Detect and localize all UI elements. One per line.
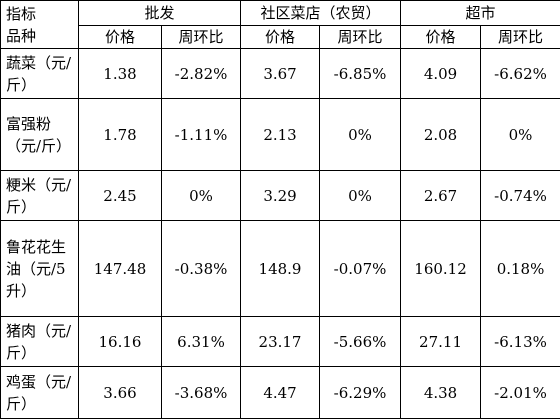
table-cell: 1.38 <box>78 48 162 99</box>
table-row-flour: 富强粉（元/斤） 1.78 -1.11% 2.13 0% 2.08 0% <box>0 98 560 171</box>
table-row-pork: 猪肉（元/斤） 16.16 6.31% 23.17 -5.66% 27.11 -… <box>0 316 560 367</box>
table-cell: -6.13% <box>480 316 560 367</box>
group-header-wholesale: 批发 <box>77 0 242 26</box>
table-cell: 16.16 <box>78 316 162 367</box>
table-cell: -2.01% <box>480 366 560 419</box>
column-header-price: 价格 <box>78 25 162 49</box>
column-header-change: 周环比 <box>160 25 242 49</box>
table-cell: 2.67 <box>400 170 482 221</box>
table-row-rice: 粳米（元/斤） 2.45 0% 3.29 0% 2.67 -0.74% <box>0 170 560 221</box>
table-cell: 148.9 <box>240 220 321 317</box>
header-row-groups: 指标 品种 批发 社区菜店（农贸） 超市 <box>0 0 560 49</box>
table-cell: 0% <box>319 170 402 221</box>
table-cell: 160.12 <box>400 220 482 317</box>
table-cell: -3.68% <box>160 366 242 419</box>
corner-line-indicator: 指标 <box>6 4 37 23</box>
row-label: 蔬菜（元/斤） <box>0 48 79 99</box>
table-cell: 0% <box>160 170 242 221</box>
table-cell: 3.67 <box>240 48 321 99</box>
header-row-columns: 价格 周环比 价格 周环比 价格 周环比 <box>1 25 560 49</box>
table-cell: 3.29 <box>240 170 321 221</box>
table-cell: -2.82% <box>160 48 242 99</box>
table-cell: -0.07% <box>319 220 402 317</box>
table-row-vegetables: 蔬菜（元/斤） 1.38 -2.82% 3.67 -6.85% 4.09 -6.… <box>0 48 560 99</box>
table-cell: 2.13 <box>240 98 321 171</box>
table-cell: 147.48 <box>78 220 162 317</box>
table-cell: 0% <box>480 98 560 171</box>
table-cell: 4.38 <box>400 366 482 419</box>
table-cell: -5.66% <box>319 316 402 367</box>
column-header-change: 周环比 <box>480 25 560 49</box>
table-cell: 2.08 <box>400 98 482 171</box>
table-cell: -6.85% <box>319 48 402 99</box>
table-cell: 0.18% <box>480 220 560 317</box>
table-row-eggs: 鸡蛋（元/斤） 3.66 -3.68% 4.47 -6.29% 4.38 -2.… <box>0 366 560 419</box>
table-cell: 4.09 <box>400 48 482 99</box>
table-cell: 4.47 <box>240 366 321 419</box>
column-header-price: 价格 <box>400 25 482 49</box>
column-header-change: 周环比 <box>319 25 402 49</box>
table-cell: 6.31% <box>160 316 242 367</box>
table-cell: 23.17 <box>240 316 321 367</box>
row-label: 鲁花花生油（元/5升） <box>0 220 79 317</box>
table-cell: 3.66 <box>78 366 162 419</box>
table-cell: -0.38% <box>160 220 242 317</box>
row-label: 富强粉（元/斤） <box>0 98 79 171</box>
row-label: 粳米（元/斤） <box>0 170 79 221</box>
table-cell: 0% <box>319 98 402 171</box>
table-cell: -0.74% <box>480 170 560 221</box>
table-cell: 1.78 <box>78 98 162 171</box>
corner-header-cell: 指标 品种 <box>0 0 79 49</box>
row-label: 鸡蛋（元/斤） <box>0 366 79 419</box>
table-cell: -6.29% <box>319 366 402 419</box>
group-header-supermarket: 超市 <box>400 0 560 26</box>
table-cell: -6.62% <box>480 48 560 99</box>
row-label: 猪肉（元/斤） <box>0 316 79 367</box>
corner-line-variety: 品种 <box>6 26 37 45</box>
table-row-peanut-oil: 鲁花花生油（元/5升） 147.48 -0.38% 148.9 -0.07% 1… <box>0 220 560 317</box>
table-cell: 27.11 <box>400 316 482 367</box>
column-header-price: 价格 <box>240 25 321 49</box>
table-cell: 2.45 <box>78 170 162 221</box>
table-cell: -1.11% <box>160 98 242 171</box>
group-header-community-store: 社区菜店（农贸） <box>240 0 402 26</box>
